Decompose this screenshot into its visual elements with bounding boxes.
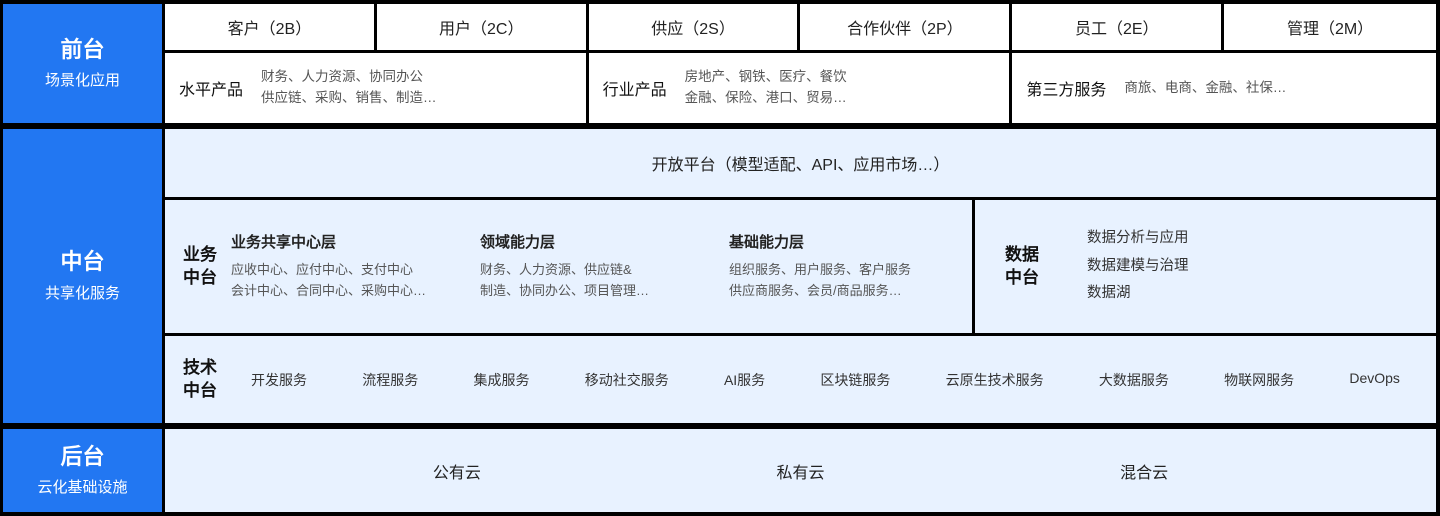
vert-head: 行业产品 — [603, 76, 667, 100]
tech-item: 区块链服务 — [820, 370, 890, 390]
open-platform: 开放平台（模型适配、API、应用市场…） — [165, 129, 1436, 197]
tech-item: AI服务 — [724, 370, 765, 390]
data-head: 数据 中台 — [1005, 244, 1039, 290]
left-front-sub: 场景化应用 — [45, 69, 120, 90]
front-roles-row: 客户（2B） 用户（2C） 供应（2S） 合作伙伴（2P） 员工（2E） 管理（… — [165, 4, 1436, 50]
role-2c: 用户（2C） — [377, 4, 589, 50]
left-mid-title: 中台 — [60, 249, 104, 275]
mid-platform-row: 业务 中台 业务共享中心层 应收中心、应付中心、支付中心 会计中心、合同中心、采… — [165, 197, 1436, 333]
biz-platform: 业务 中台 业务共享中心层 应收中心、应付中心、支付中心 会计中心、合同中心、采… — [165, 200, 975, 333]
tech-item: 流程服务 — [362, 370, 418, 390]
data-items: 数据分析与应用 数据建模与治理 数据湖 — [1087, 225, 1189, 308]
left-back-sub: 云化基础设施 — [37, 476, 127, 497]
cloud-hybrid: 混合云 — [1120, 459, 1168, 483]
tech-item: 云原生技术服务 — [946, 370, 1044, 390]
third-products: 第三方服务 商旅、电商、金融、社保… — [1012, 53, 1436, 123]
back-panel: 公有云 私有云 混合云 — [162, 426, 1440, 516]
cloud-private: 私有云 — [776, 459, 824, 483]
tech-item: 移动社交服务 — [585, 370, 669, 390]
horiz-desc: 财务、人力资源、协同办公 供应链、采购、销售、制造… — [261, 67, 437, 109]
left-back-title: 后台 — [60, 444, 104, 470]
role-2s: 供应（2S） — [589, 4, 801, 50]
horiz-products: 水平产品 财务、人力资源、协同办公 供应链、采购、销售、制造… — [165, 53, 589, 123]
tech-item: 物联网服务 — [1224, 370, 1294, 390]
cloud-row: 公有云 私有云 混合云 — [165, 429, 1436, 512]
third-desc: 商旅、电商、金融、社保… — [1124, 78, 1286, 99]
biz-col-shared: 业务共享中心层 应收中心、应付中心、支付中心 会计中心、合同中心、采购中心… — [231, 231, 456, 302]
cloud-public: 公有云 — [433, 459, 481, 483]
tech-platform: 技术 中台 开发服务 流程服务 集成服务 移动社交服务 AI服务 区块链服务 云… — [165, 333, 1436, 423]
tech-head: 技术 中台 — [183, 357, 217, 403]
left-back: 后台 云化基础设施 — [0, 426, 162, 516]
tech-item: DevOps — [1349, 370, 1400, 390]
third-head: 第三方服务 — [1026, 76, 1106, 100]
front-products-row: 水平产品 财务、人力资源、协同办公 供应链、采购、销售、制造… 行业产品 房地产… — [165, 50, 1436, 123]
biz-col-base: 基础能力层 组织服务、用户服务、客户服务 供应商服务、会员/商品服务… — [729, 231, 954, 302]
left-front-title: 前台 — [60, 37, 104, 63]
left-mid: 中台 共享化服务 — [0, 126, 162, 426]
role-2b: 客户（2B） — [165, 4, 377, 50]
mid-panel: 开放平台（模型适配、API、应用市场…） 业务 中台 业务共享中心层 应收中心、… — [162, 126, 1440, 426]
role-2p: 合作伙伴（2P） — [800, 4, 1012, 50]
vert-desc: 房地产、钢铁、医疗、餐饮 金融、保险、港口、贸易… — [685, 67, 847, 109]
role-2e: 员工（2E） — [1012, 4, 1224, 50]
tech-item: 集成服务 — [473, 370, 529, 390]
biz-columns: 业务共享中心层 应收中心、应付中心、支付中心 会计中心、合同中心、采购中心… 领… — [231, 231, 954, 302]
tech-item: 大数据服务 — [1099, 370, 1169, 390]
horiz-head: 水平产品 — [179, 76, 243, 100]
front-panel: 客户（2B） 用户（2C） 供应（2S） 合作伙伴（2P） 员工（2E） 管理（… — [162, 0, 1440, 126]
biz-head: 业务 中台 — [183, 244, 217, 290]
tech-item: 开发服务 — [251, 370, 307, 390]
left-mid-sub: 共享化服务 — [45, 282, 120, 303]
vert-products: 行业产品 房地产、钢铁、医疗、餐饮 金融、保险、港口、贸易… — [589, 53, 1013, 123]
architecture-diagram: 前台 场景化应用 客户（2B） 用户（2C） 供应（2S） 合作伙伴（2P） 员… — [0, 0, 1440, 516]
left-front: 前台 场景化应用 — [0, 0, 162, 126]
data-platform: 数据 中台 数据分析与应用 数据建模与治理 数据湖 — [975, 200, 1436, 333]
biz-col-domain: 领域能力层 财务、人力资源、供应链& 制造、协同办公、项目管理… — [480, 231, 705, 302]
role-2m: 管理（2M） — [1224, 4, 1436, 50]
tech-items: 开发服务 流程服务 集成服务 移动社交服务 AI服务 区块链服务 云原生技术服务… — [251, 370, 1418, 390]
